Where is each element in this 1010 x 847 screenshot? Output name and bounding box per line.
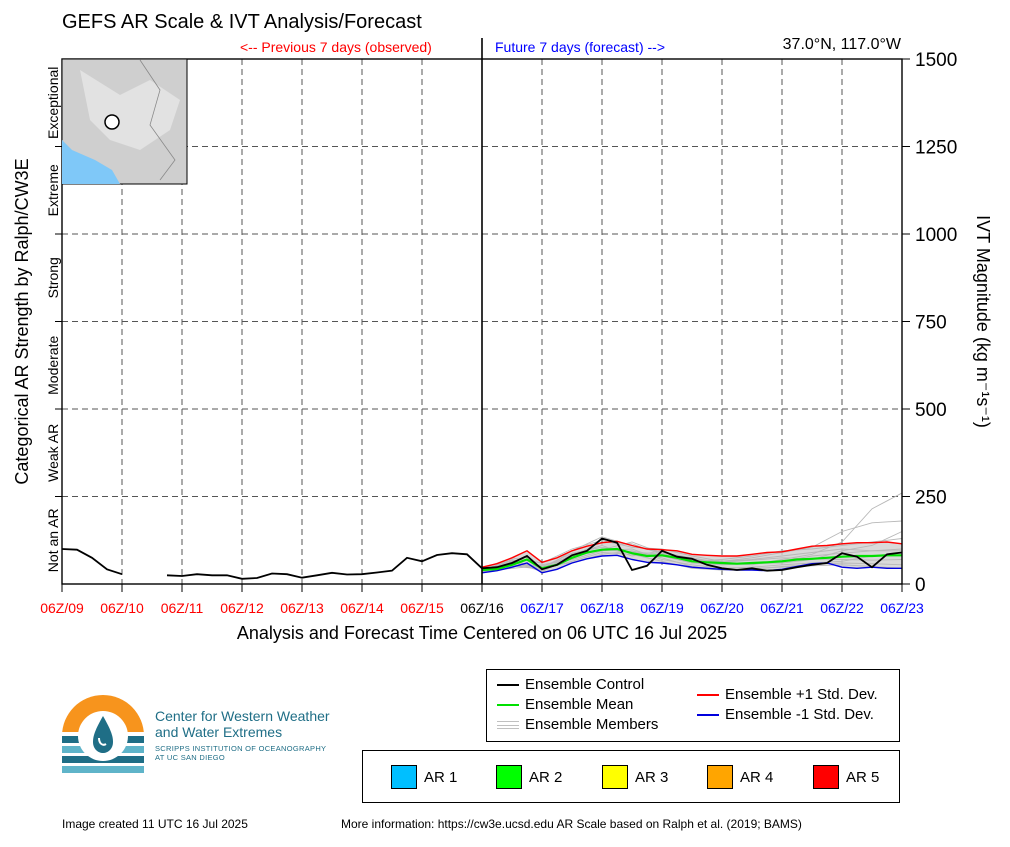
ar-2-swatch — [496, 765, 522, 789]
ensemble-member-line — [481, 539, 903, 570]
ar-2-label: AR 2 — [529, 768, 563, 786]
org-name-line2: and Water Extremes — [155, 724, 283, 740]
legend-minus-std: Ensemble -1 Std. Dev. — [697, 706, 874, 723]
y-tick-label: 500 — [915, 400, 947, 421]
ar-2-item: AR 2 — [496, 765, 562, 789]
ar-5-swatch — [813, 765, 839, 789]
ar-4-label: AR 4 — [740, 768, 774, 786]
x-tick-label: 06Z/18 — [580, 600, 624, 616]
left-axis-title: Categorical AR Strength by Ralph/CW3E — [12, 158, 32, 484]
ensemble-control-line — [61, 537, 903, 580]
y-tick-label: 250 — [915, 488, 947, 509]
location-inset-map — [61, 58, 188, 185]
x-tick-label: 06Z/09 — [40, 600, 84, 616]
x-tick-label: 06Z/19 — [640, 600, 684, 616]
x-axis-label: Analysis and Forecast Time Centered on 0… — [236, 623, 728, 643]
inset-ocean — [62, 140, 120, 184]
category-label: Weak AR — [45, 424, 61, 482]
x-tick-label: 06Z/12 — [220, 600, 264, 616]
ar-scale-legend: AR 1 AR 2 AR 3 AR 4 AR 5 — [362, 750, 900, 803]
org-subtitle: SCRIPPS INSTITUTION OF OCEANOGRAPHY AT U… — [155, 744, 326, 762]
plus-std-line — [481, 540, 903, 568]
ar-4-item: AR 4 — [707, 765, 773, 789]
legend-mean-label: Ensemble Mean — [525, 696, 634, 713]
ar-3-item: AR 3 — [602, 765, 668, 789]
category-label: Extreme — [45, 164, 61, 216]
org-sub-line2: AT UC SAN DIEGO — [155, 753, 226, 762]
x-tick-label: 06Z/22 — [820, 600, 864, 616]
org-name: Center for Western Weather and Water Ext… — [155, 708, 330, 740]
y-tick-label: 1500 — [915, 50, 957, 71]
image-created: Image created 11 UTC 16 Jul 2025 — [62, 817, 248, 831]
legend-control: Ensemble Control — [497, 676, 644, 693]
series-legend: Ensemble Control Ensemble Mean Ensemble … — [486, 669, 900, 742]
more-information: More information: https://cw3e.ucsd.edu … — [341, 817, 802, 831]
water-drop-icon — [93, 716, 113, 753]
legend-control-swatch — [497, 683, 519, 686]
org-name-line1: Center for Western Weather — [155, 708, 330, 724]
legend-control-label: Ensemble Control — [525, 676, 645, 693]
x-tick-label: 06Z/11 — [161, 600, 204, 616]
location-coordinates: 37.0°N, 117.0°W — [782, 36, 901, 53]
ar-3-swatch — [602, 765, 628, 789]
inset-state-border — [139, 59, 176, 181]
ar-1-swatch — [391, 765, 417, 789]
category-label: Exceptional — [45, 67, 61, 139]
legend-mean-swatch — [497, 703, 519, 706]
logo-drop-highlight — [98, 737, 107, 746]
minus-std-line — [481, 554, 902, 574]
previous-days-label: <-- Previous 7 days (observed) — [240, 39, 432, 55]
ar-4-swatch — [707, 765, 733, 789]
ensemble-member-line — [481, 548, 903, 569]
category-label: Strong — [45, 257, 61, 298]
ar-1-item: AR 1 — [391, 765, 457, 789]
legend-members-label: Ensemble Members — [525, 716, 659, 733]
ar-5-label: AR 5 — [846, 768, 880, 786]
x-tick-label: 06Z/20 — [700, 600, 744, 616]
x-tick-label: 06Z/23 — [880, 600, 924, 616]
legend-plus-std-swatch — [697, 693, 719, 696]
x-tick-label: 06Z/13 — [280, 600, 324, 616]
x-tick-label: 06Z/21 — [760, 600, 804, 616]
ensemble-member-line — [481, 492, 903, 572]
category-label: Moderate — [45, 336, 61, 395]
legend-plus-std: Ensemble +1 Std. Dev. — [697, 686, 878, 703]
org-sub-line1: SCRIPPS INSTITUTION OF OCEANOGRAPHY — [155, 744, 327, 753]
category-label: Not an AR — [45, 508, 61, 572]
x-tick-label: 06Z/16 — [460, 600, 504, 616]
x-tick-label: 06Z/10 — [100, 600, 144, 616]
legend-minus-std-swatch — [697, 713, 719, 716]
chart-title: GEFS AR Scale & IVT Analysis/Forecast — [62, 11, 422, 33]
ar-3-label: AR 3 — [635, 768, 669, 786]
x-tick-label: 06Z/17 — [520, 600, 564, 616]
ar-1-label: AR 1 — [424, 768, 458, 786]
legend-minus-std-label: Ensemble -1 Std. Dev. — [725, 706, 874, 723]
cw3e-logo — [60, 695, 146, 778]
inset-terrain-light — [80, 70, 180, 150]
y-tick-label: 1250 — [915, 138, 957, 159]
y-tick-label: 0 — [915, 575, 926, 596]
future-days-label: Future 7 days (forecast) --> — [495, 39, 666, 55]
legend-members: Ensemble Members — [497, 716, 658, 733]
x-tick-label: 06Z/15 — [400, 600, 444, 616]
location-marker — [104, 114, 120, 130]
right-axis-title: IVT Magnitude (kg m⁻¹s⁻¹) — [973, 215, 993, 428]
logo-water-band — [62, 766, 144, 773]
legend-mean: Ensemble Mean — [497, 696, 633, 713]
y-tick-label: 750 — [915, 313, 947, 334]
legend-plus-std-label: Ensemble +1 Std. Dev. — [725, 686, 878, 703]
ar-5-item: AR 5 — [813, 765, 879, 789]
x-tick-label: 06Z/14 — [340, 600, 384, 616]
legend-members-swatch — [497, 720, 519, 729]
y-tick-label: 1000 — [915, 225, 957, 246]
